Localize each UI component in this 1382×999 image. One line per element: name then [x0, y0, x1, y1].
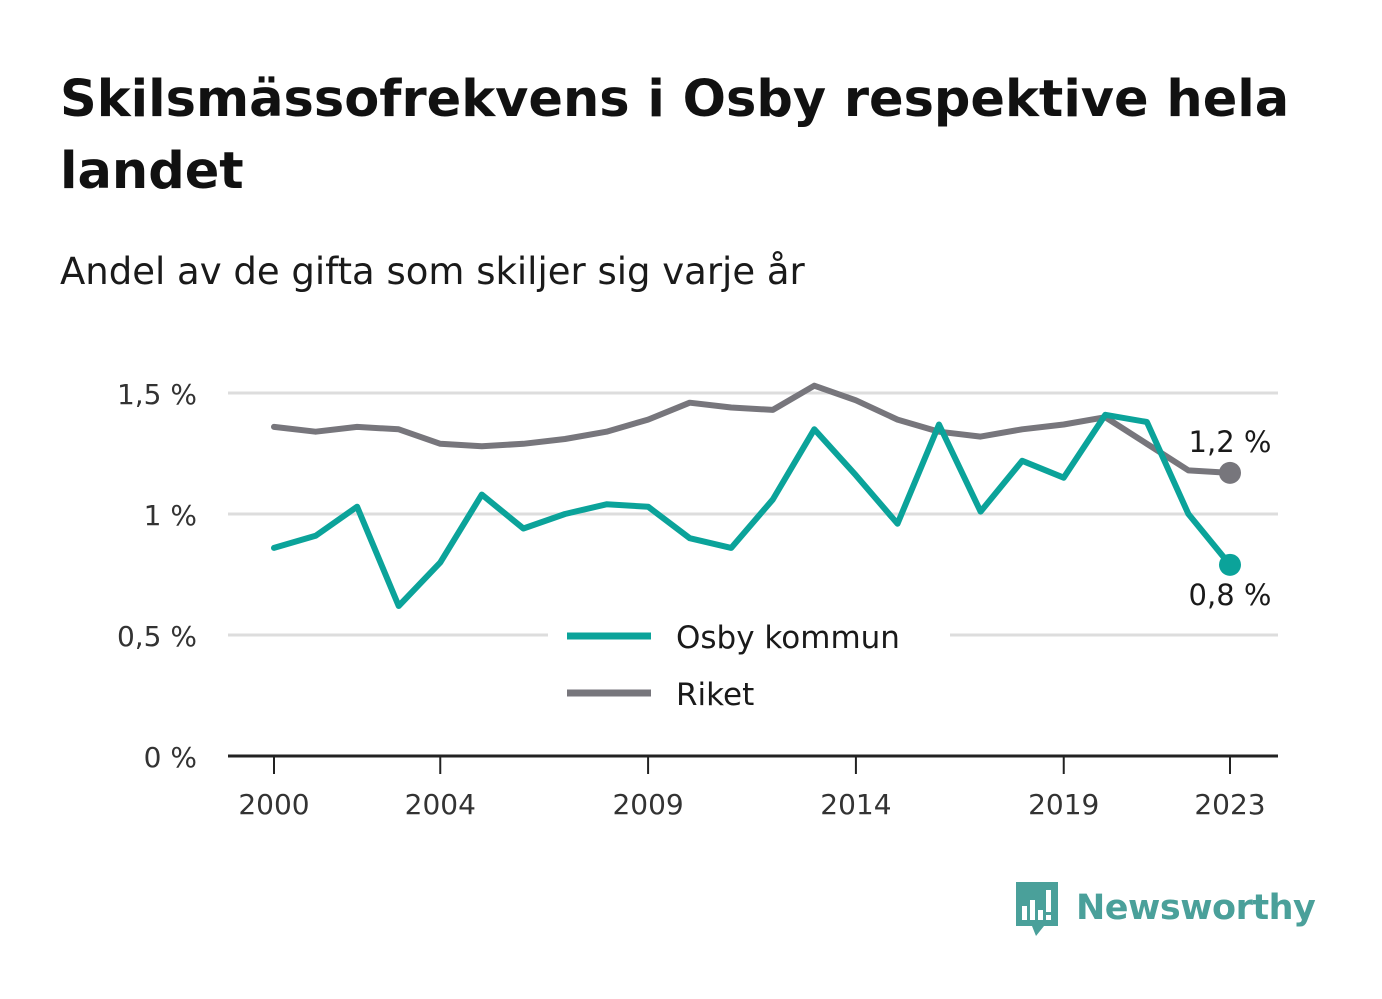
x-tick-label: 2004	[405, 788, 476, 821]
x-tick-label: 2023	[1194, 788, 1265, 821]
chart-title: Skilsmässofrekvens i Osby respektive hel…	[60, 70, 1290, 201]
y-tick-label: 1 %	[144, 499, 197, 532]
legend-label-riket: Riket	[676, 677, 754, 713]
series-lines	[271, 382, 1241, 609]
end-marker-riket	[1219, 461, 1241, 484]
x-tick-label: 2014	[820, 788, 891, 821]
x-tick-label: 2009	[612, 788, 683, 821]
x-tick-label: 2000	[238, 788, 309, 821]
x-axis: 2000 2004 2009 2014 2019 2023	[228, 754, 1278, 821]
brand-name: Newsworthy	[1076, 888, 1316, 928]
legend-background	[548, 605, 950, 725]
end-label-riket: 1,2 %	[1189, 425, 1272, 459]
y-tick-label: 0,5 %	[117, 620, 197, 653]
series-line-riket	[271, 382, 1233, 476]
end-marker-osby	[1219, 553, 1241, 576]
y-tick-label: 0 %	[144, 741, 197, 774]
y-tick-label: 1,5 %	[117, 378, 197, 411]
end-label-osby: 0,8 %	[1189, 578, 1272, 612]
x-tick-label: 2019	[1028, 788, 1099, 821]
chart-subtitle: Andel av de gifta som skiljer sig varje …	[60, 250, 805, 293]
brand-logo: Newsworthy	[1012, 878, 1316, 938]
newsworthy-logo-icon	[1016, 882, 1058, 936]
line-chart: 0 % 0,5 % 1 % 1,5 % 2000 2004 2009 2014 2019 202…	[117, 378, 1278, 821]
y-axis-ticks: 0 % 0,5 % 1 % 1,5 %	[117, 378, 197, 774]
legend: Osby kommun Riket	[548, 605, 950, 725]
legend-label-osby: Osby kommun	[676, 620, 900, 656]
series-line-osby	[271, 411, 1233, 609]
